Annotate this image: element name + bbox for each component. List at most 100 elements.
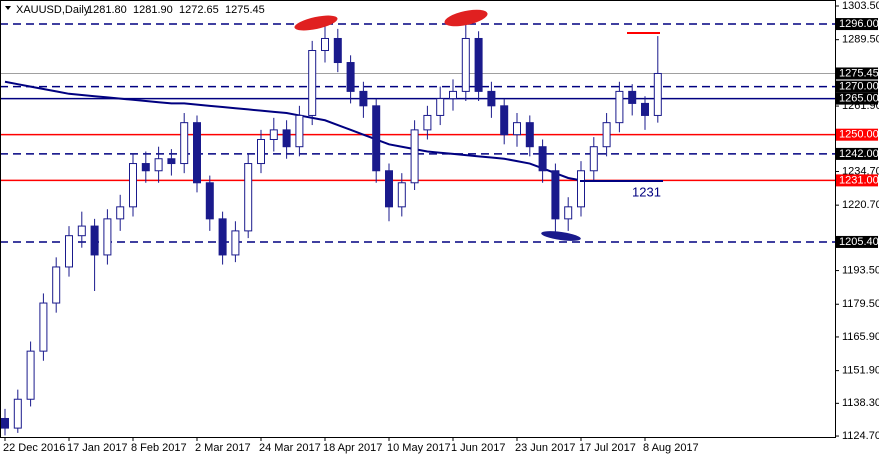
candle-body [474, 37, 483, 92]
candle-body [103, 218, 112, 256]
x-tick-label: 8 Feb 2017 [131, 442, 187, 454]
symbol: XAUUSD,Daily [16, 4, 90, 16]
candle-body [487, 90, 496, 107]
candle-body [295, 114, 304, 148]
x-tick-label: 1 Jun 2017 [451, 442, 505, 454]
level-label: 1250.00 [839, 129, 879, 141]
x-tick-label: 24 Mar 2017 [259, 442, 321, 454]
x-tick-label: 2 Mar 2017 [195, 442, 251, 454]
x-tick-label: 17 Jan 2017 [67, 442, 128, 454]
candle-body [346, 62, 355, 92]
candle-body [538, 146, 547, 172]
annotation: 1231 [632, 184, 661, 199]
level-label-box [836, 174, 878, 187]
candle-body [77, 225, 86, 237]
y-tick-label: 1303.50 [842, 0, 879, 12]
header-price: 1272.65 [179, 4, 219, 16]
header-price: 1281.90 [133, 4, 173, 16]
candle-body [129, 163, 137, 208]
x-tick-label: 8 Aug 2017 [643, 442, 699, 454]
candle-body [525, 122, 534, 148]
candle-body [410, 129, 419, 184]
level-label-box [836, 147, 878, 160]
candle-body [13, 398, 22, 429]
candle-body [628, 90, 637, 104]
candle-body [65, 235, 73, 268]
candle-body [244, 163, 253, 232]
candle-body [39, 302, 48, 352]
level-label-box [836, 235, 878, 248]
level-label: 1275.45 [839, 67, 879, 79]
candle-body [641, 102, 649, 116]
level-label-box [836, 18, 878, 31]
candle-body [282, 129, 291, 148]
level-label: 1205.40 [839, 236, 879, 248]
level-label: 1242.00 [839, 148, 879, 160]
candle-body [257, 138, 265, 165]
candle-body [423, 114, 432, 131]
x-tick-label: 10 May 2017 [387, 442, 451, 454]
candle-body [231, 230, 240, 256]
candle-body [615, 90, 624, 124]
candle-body [449, 90, 457, 100]
y-tick-label: 1151.90 [842, 365, 879, 377]
candle-body [26, 350, 35, 400]
y-tick-label: 1179.50 [842, 298, 879, 310]
header-prices: 1281.80 1281.90 1272.65 1275.45 [87, 4, 265, 16]
candle-body [154, 158, 163, 172]
header-price: 1281.80 [87, 4, 127, 16]
candle-body [589, 146, 598, 172]
candle-body [269, 129, 278, 140]
menu-icon [5, 6, 11, 10]
peak-marker [444, 9, 488, 27]
candle-body [397, 182, 406, 208]
level-label: 1270.00 [839, 80, 879, 92]
candle-body [333, 37, 342, 64]
level-label-box [836, 67, 878, 80]
candle-body [385, 170, 393, 208]
candle-body [167, 158, 176, 165]
y-tick-label: 1138.30 [842, 397, 879, 409]
candle-body [180, 122, 189, 165]
level-label-box [836, 92, 878, 105]
moving-average [4, 80, 582, 182]
candle-body [513, 122, 521, 136]
level-label: 1265.00 [839, 93, 879, 105]
candle-body [52, 266, 61, 304]
level-label-box [836, 80, 878, 93]
candles [1, 24, 662, 436]
peak-marker [294, 15, 338, 31]
candle-body [500, 105, 509, 136]
y-tick-label: 1193.50 [842, 264, 879, 276]
candle-body [205, 182, 214, 220]
plot-frame [0, 0, 836, 438]
level-label: 1296.00 [839, 18, 879, 30]
candle-body [602, 122, 611, 148]
candle-body [564, 206, 573, 220]
level-label: 1231.00 [839, 174, 879, 186]
level-label-box [836, 128, 878, 141]
y-tick-label: 1220.70 [842, 199, 879, 211]
candle-body [1, 417, 9, 429]
y-tick-label: 1165.90 [842, 331, 879, 343]
candle-body [218, 218, 227, 256]
y-tick-label: 1289.50 [842, 34, 879, 46]
bottom-marker [541, 231, 581, 241]
candle-body [90, 225, 99, 256]
candle-body [436, 98, 445, 116]
y-tick-label: 1124.70 [842, 430, 879, 442]
header-price: 1275.45 [225, 4, 265, 16]
candle-body [308, 50, 317, 116]
candle-body [141, 163, 150, 172]
candle-body [116, 206, 125, 220]
candle-body [461, 37, 470, 92]
candle-body [193, 122, 201, 184]
x-tick-label: 17 Jul 2017 [579, 442, 636, 454]
axes: 1303.501289.501261.901234.701220.701193.… [3, 0, 879, 454]
candle-body [653, 72, 662, 116]
x-tick-label: 23 Jun 2017 [515, 442, 576, 454]
candle-body [372, 105, 381, 172]
candle-body [551, 170, 560, 220]
